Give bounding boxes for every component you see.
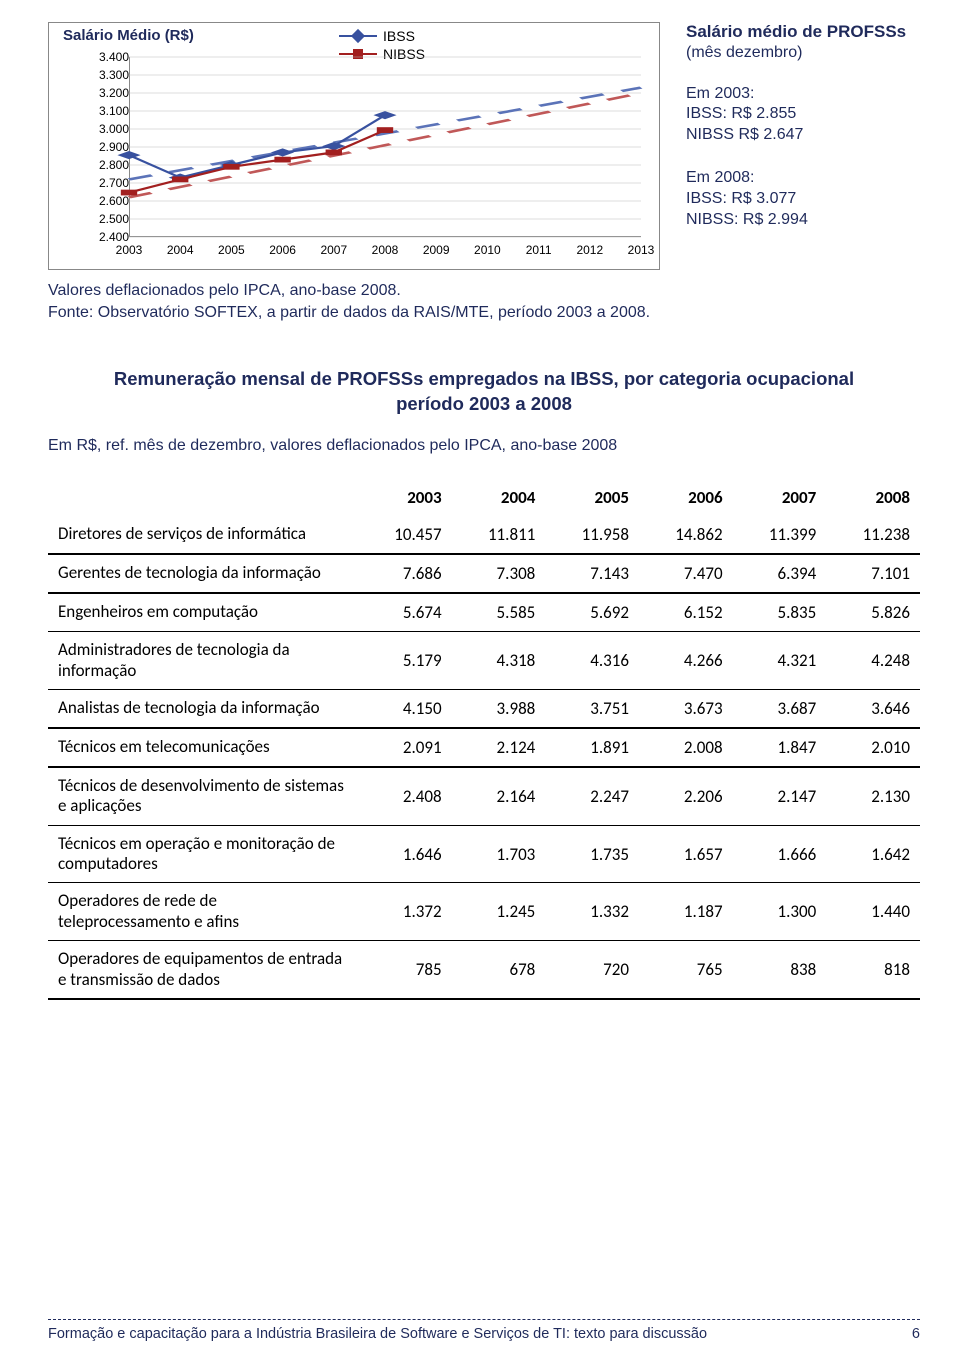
chart-plot [129,57,641,237]
remuneration-table: 200320042005200620072008 Diretores de se… [48,481,920,1000]
table-row: Gerentes de tecnologia da informação7.68… [48,554,920,593]
chart-y-axis: 2.4002.5002.6002.7002.8002.9003.0003.100… [93,57,129,237]
table-row: Engenheiros em computação5.6745.5855.692… [48,593,920,632]
side-block-2003: Em 2003: IBSS: R$ 2.855 NIBSS R$ 2.647 [686,84,906,146]
chart-x-axis: 2003200420052006200720082009201020112012… [129,243,641,261]
footer-page: 6 [912,1326,920,1342]
source-notes: Valores deflacionados pelo IPCA, ano-bas… [48,280,920,323]
table-row: Técnicos em operação e monitoração de co… [48,825,920,883]
section-subtitle: Em R$, ref. mês de dezembro, valores def… [48,437,920,455]
table-row: Diretores de serviços de informática10.4… [48,516,920,554]
page-footer: Formação e capacitação para a Indústria … [48,1319,920,1342]
top-row: Salário Médio (R$) IBSS NIBSS 2.4002.500… [48,22,920,270]
side-block-2008: Em 2008: IBSS: R$ 3.077 NIBSS: R$ 2.994 [686,168,906,230]
footer-text: Formação e capacitação para a Indústria … [48,1326,707,1342]
table-row: Operadores de rede de teleprocessamento … [48,883,920,941]
table-row: Administradores de tecnologia da informa… [48,632,920,690]
section-title: Remuneração mensal de PROFSSs empregados… [48,367,920,417]
legend-ibss: IBSS [383,27,415,45]
side-title: Salário médio de PROFSSs [686,22,906,42]
table-row: Técnicos de desenvolvimento de sistemas … [48,767,920,825]
chart-y-title: Salário Médio (R$) [63,27,194,44]
side-info: Salário médio de PROFSSs (mês dezembro) … [686,22,906,230]
table-row: Operadores de equipamentos de entrada e … [48,941,920,999]
table-row: Técnicos em telecomunicações2.0912.1241.… [48,728,920,767]
salary-chart: Salário Médio (R$) IBSS NIBSS 2.4002.500… [48,22,660,270]
table-row: Analistas de tecnologia da informação4.1… [48,689,920,728]
side-subtitle: (mês dezembro) [686,44,906,62]
